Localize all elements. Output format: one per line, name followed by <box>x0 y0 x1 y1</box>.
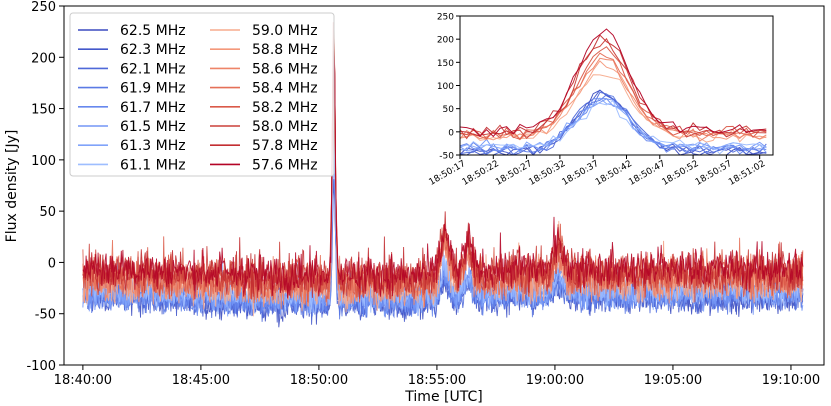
x-tick-label: 18:55:00 <box>408 373 466 388</box>
inset-x-ticks: 18:50:1718:50:2218:50:2718:50:3218:50:37… <box>427 155 767 188</box>
inset-series-line <box>459 98 767 155</box>
inset-y-tick-label: -50 <box>439 152 454 162</box>
y-tick-label: 150 <box>31 103 56 118</box>
legend-label: 61.7 MHz <box>120 100 186 116</box>
main-series-group <box>82 22 804 328</box>
x-axis-label: Time [UTC] <box>404 389 482 405</box>
legend-label: 57.8 MHz <box>252 138 318 154</box>
legend-label: 62.1 MHz <box>120 61 186 77</box>
inset-y-tick-label: 150 <box>437 59 454 69</box>
legend-label: 61.3 MHz <box>120 138 186 154</box>
legend-label: 58.6 MHz <box>252 61 318 77</box>
x-tick-label: 18:50:00 <box>290 373 348 388</box>
legend-label: 58.4 MHz <box>252 81 318 97</box>
legend-label: 57.6 MHz <box>252 157 318 173</box>
series-line <box>82 125 804 317</box>
inset-x-tick-label: 18:51:02 <box>727 159 767 188</box>
y-tick-label: 50 <box>39 205 56 220</box>
legend: 62.5 MHz 62.3 MHz 62.1 MHz 61.9 MHz 61.7 MHz… <box>69 12 335 177</box>
legend-label: 58.8 MHz <box>252 42 318 58</box>
inset-y-tick-label: 0 <box>448 128 454 138</box>
main-y-ticks: -100 -50 0 50 100 150 200 250 <box>26 0 64 374</box>
inset-x-tick-label: 18:50:32 <box>527 159 567 188</box>
y-tick-label: 100 <box>31 154 56 169</box>
inset-series-line <box>459 99 767 155</box>
legend-items: 62.5 MHz 62.3 MHz 62.1 MHz 61.9 MHz 61.7 MHz… <box>78 23 318 173</box>
inset-x-tick-label: 18:50:27 <box>494 159 534 188</box>
inset-y-tick-label: 50 <box>443 105 455 115</box>
inset-y-tick-label: 250 <box>437 13 454 23</box>
inset-x-tick-label: 18:50:57 <box>694 159 734 188</box>
inset-y-ticks: -50 0 50 100 150 200 250 <box>437 13 460 162</box>
legend-box <box>69 12 335 177</box>
legend-label: 58.2 MHz <box>252 100 318 116</box>
series-line <box>82 50 804 300</box>
legend-label: 61.5 MHz <box>120 119 186 135</box>
series-line <box>82 34 804 300</box>
inset-x-tick-label: 18:50:17 <box>427 159 467 188</box>
x-tick-label: 18:45:00 <box>172 373 230 388</box>
inset-x-tick-label: 18:50:52 <box>661 159 701 188</box>
inset-series-line <box>459 28 767 138</box>
x-tick-label: 19:00:00 <box>526 373 584 388</box>
inset-x-tick-label: 18:50:22 <box>461 159 501 188</box>
y-tick-label: -100 <box>26 359 56 374</box>
inset-y-tick-label: 100 <box>437 82 454 92</box>
inset-series-line <box>459 46 767 140</box>
y-axis-label: Flux density [Jy] <box>4 130 20 243</box>
x-tick-label: 18:40:00 <box>54 373 112 388</box>
y-tick-label: 250 <box>31 0 56 15</box>
main-axes-frame <box>63 5 825 366</box>
x-tick-label: 19:05:00 <box>644 373 702 388</box>
main-x-ticks: 18:40:00 18:45:00 18:50:00 18:55:00 19:00:00… <box>54 365 820 388</box>
legend-label: 61.1 MHz <box>120 157 186 173</box>
legend-label: 58.0 MHz <box>252 119 318 135</box>
legend-label: 61.9 MHz <box>120 81 186 97</box>
inset-x-tick-label: 18:50:37 <box>561 159 601 188</box>
y-tick-label: -50 <box>35 308 56 323</box>
inset-x-tick-label: 18:50:47 <box>627 159 667 188</box>
y-tick-label: 0 <box>48 256 56 271</box>
legend-label: 62.5 MHz <box>120 23 186 39</box>
x-tick-label: 19:10:00 <box>762 373 820 388</box>
inset-y-tick-label: 200 <box>437 36 454 46</box>
inset-x-tick-label: 18:50:42 <box>594 159 634 188</box>
inset-axes-frame <box>459 15 774 156</box>
legend-label: 62.3 MHz <box>120 42 186 58</box>
legend-label: 59.0 MHz <box>252 23 318 39</box>
y-tick-label: 200 <box>31 51 56 66</box>
